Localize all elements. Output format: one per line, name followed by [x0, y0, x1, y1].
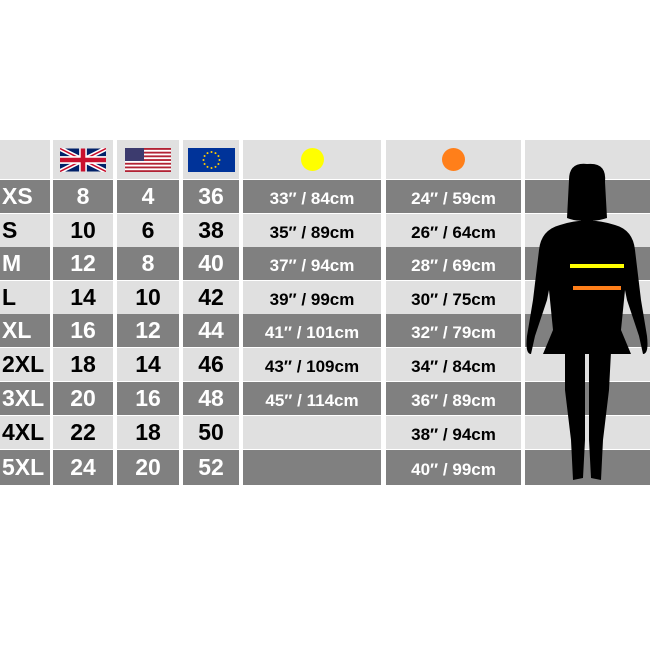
eu-star-icon [206, 151, 208, 154]
header-figure-cell [525, 140, 650, 179]
size-cell: 4XL [0, 416, 50, 449]
eu-cell: 52 [183, 450, 239, 485]
figure-cell [525, 348, 650, 381]
header-uk-cell [53, 140, 113, 179]
waist-dot-icon [442, 148, 465, 171]
eu-cell: 46 [183, 348, 239, 381]
figure-cell [525, 214, 650, 247]
figure-cell [525, 247, 650, 280]
size-row-5xl: 5XL 24 20 52 40″ / 99cm [0, 450, 650, 485]
header-bust-cell [243, 140, 381, 179]
size-row-xl: XL 16 12 44 41″ / 101cm 32″ / 79cm [0, 314, 650, 347]
header-us-cell [117, 140, 179, 179]
eu-star-icon [210, 150, 212, 153]
us-cell: 16 [117, 382, 179, 415]
waist-cell: 32″ / 79cm [386, 314, 521, 347]
size-cell: M [0, 247, 50, 280]
bust-cell [243, 450, 381, 485]
size-row-s: S 10 6 38 35″ / 89cm 26″ / 64cm [0, 214, 650, 247]
size-cell: S [0, 214, 50, 247]
eu-cell: 48 [183, 382, 239, 415]
waist-cell: 40″ / 99cm [386, 450, 521, 485]
waist-cell: 28″ / 69cm [386, 247, 521, 280]
us-cell: 14 [117, 348, 179, 381]
eu-star-icon [203, 154, 206, 157]
eu-star-icon [216, 162, 219, 165]
us-cell: 8 [117, 247, 179, 280]
eu-star-icon [216, 154, 219, 157]
waist-cell: 36″ / 89cm [386, 382, 521, 415]
figure-cell [525, 450, 650, 485]
eu-cell: 38 [183, 214, 239, 247]
size-cell: XS [0, 180, 50, 213]
uk-cell: 24 [53, 450, 113, 485]
bust-cell [243, 416, 381, 449]
uk-cell: 14 [53, 281, 113, 314]
size-row-3xl: 3XL 20 16 48 45″ / 114cm 36″ / 89cm [0, 382, 650, 415]
size-cell: 3XL [0, 382, 50, 415]
size-cell: 2XL [0, 348, 50, 381]
uk-cell: 22 [53, 416, 113, 449]
eu-cell: 44 [183, 314, 239, 347]
header-row [0, 140, 650, 179]
eu-star-icon [210, 166, 212, 169]
bust-cell: 33″ / 84cm [243, 180, 381, 213]
us-cell: 4 [117, 180, 179, 213]
figure-cell [525, 416, 650, 449]
waist-cell: 30″ / 75cm [386, 281, 521, 314]
uk-flag-icon [60, 147, 106, 172]
eu-cell: 42 [183, 281, 239, 314]
eu-star-icon [203, 162, 206, 165]
bust-cell: 41″ / 101cm [243, 314, 381, 347]
us-cell: 12 [117, 314, 179, 347]
bust-cell: 35″ / 89cm [243, 214, 381, 247]
us-cell: 20 [117, 450, 179, 485]
eu-cell: 50 [183, 416, 239, 449]
bust-cell: 45″ / 114cm [243, 382, 381, 415]
bust-dot-icon [300, 148, 324, 171]
bust-cell: 39″ / 99cm [243, 281, 381, 314]
uk-cell: 18 [53, 348, 113, 381]
eu-star-icon [218, 158, 220, 161]
eu-cell: 36 [183, 180, 239, 213]
uk-cell: 12 [53, 247, 113, 280]
waist-cell: 24″ / 59cm [386, 180, 521, 213]
size-cell: 5XL [0, 450, 50, 485]
size-row-m: M 12 8 40 37″ / 94cm 28″ / 69cm [0, 247, 650, 280]
size-row-4xl: 4XL 22 18 50 38″ / 94cm [0, 416, 650, 449]
eu-cell: 40 [183, 247, 239, 280]
size-row-l: L 14 10 42 39″ / 99cm 30″ / 75cm [0, 281, 650, 314]
size-row-xs: XS 8 4 36 33″ / 84cm 24″ / 59cm [0, 180, 650, 213]
size-cell: XL [0, 314, 50, 347]
waist-cell: 34″ / 84cm [386, 348, 521, 381]
eu-star-icon [214, 151, 216, 154]
eu-star-icon [214, 165, 216, 168]
header-eu-cell [183, 140, 239, 179]
figure-cell [525, 314, 650, 347]
bust-cell: 43″ / 109cm [243, 348, 381, 381]
us-flag-icon [125, 147, 171, 172]
figure-cell [525, 281, 650, 314]
header-size-cell [0, 140, 50, 179]
size-row-2xl: 2XL 18 14 46 43″ / 109cm 34″ / 84cm [0, 348, 650, 381]
us-cell: 6 [117, 214, 179, 247]
figure-cell [525, 180, 650, 213]
size-cell: L [0, 281, 50, 314]
uk-cell: 16 [53, 314, 113, 347]
uk-cell: 8 [53, 180, 113, 213]
figure-cell [525, 382, 650, 415]
us-cell: 18 [117, 416, 179, 449]
eu-star-icon [206, 165, 208, 168]
waist-cell: 26″ / 64cm [386, 214, 521, 247]
waist-cell: 38″ / 94cm [386, 416, 521, 449]
uk-cell: 20 [53, 382, 113, 415]
bust-cell: 37″ / 94cm [243, 247, 381, 280]
eu-flag-icon [187, 147, 235, 172]
uk-cell: 10 [53, 214, 113, 247]
header-waist-cell [386, 140, 521, 179]
us-cell: 10 [117, 281, 179, 314]
eu-star-icon [202, 158, 204, 161]
